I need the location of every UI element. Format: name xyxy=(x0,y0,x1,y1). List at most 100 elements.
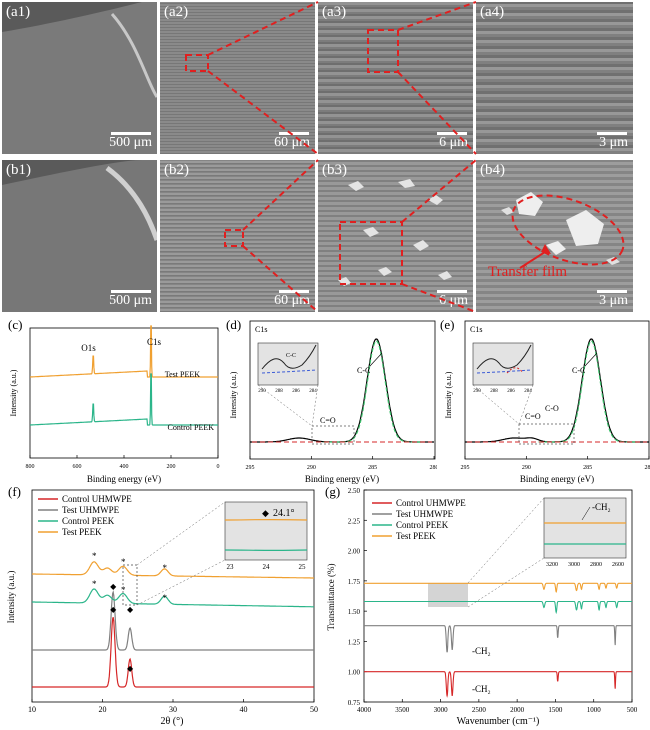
fit-peak-cc xyxy=(538,340,637,443)
chart-e: C1s Intensity (a.u.) Binding energy (eV)… xyxy=(444,320,650,484)
y-tick-label: 1.25 xyxy=(348,638,361,646)
peak-marker: * xyxy=(92,579,97,589)
legend-test-peek: Test PEEK xyxy=(165,370,200,379)
x-tick-label: 3500 xyxy=(395,706,410,714)
scale-text-b3: 6 μm xyxy=(439,293,468,308)
series-test-uhmwpe xyxy=(364,625,632,653)
panel-label-d: (d) xyxy=(226,317,242,332)
inset-tick-label: 2800 xyxy=(590,562,602,568)
legend-label: Control PEEK xyxy=(396,520,449,530)
scale-bar xyxy=(597,290,627,293)
inset-tick-label: 290 xyxy=(258,389,266,394)
svg-text:◆: ◆ xyxy=(262,508,269,518)
zoom-box xyxy=(518,423,575,445)
peak-marker: ◆ xyxy=(110,605,117,614)
x-axis-label: Binding energy (eV) xyxy=(87,474,161,484)
chart-f: Intensity (a.u.) 2θ (°) 10 20 30 40 50 Contr… xyxy=(6,489,318,727)
x-tick-label: 30 xyxy=(169,705,177,714)
x-tick-label: 800 xyxy=(26,464,35,470)
legend-label: Test UHMWPE xyxy=(396,509,454,519)
legend-label: Control PEEK xyxy=(62,516,115,526)
x-tick-label: 1000 xyxy=(587,706,602,714)
y-tick-label: 1.50 xyxy=(348,608,361,616)
plot-frame xyxy=(249,320,436,460)
x-tick-label: 285 xyxy=(583,465,592,471)
chart-c: Intensity (a.u.) Binding energy (eV) 800… xyxy=(9,325,220,484)
plot-frame xyxy=(363,489,633,703)
inset-annotation: -CH₂ xyxy=(592,502,611,512)
sem-image-a4: (a4) 3 μm xyxy=(476,2,633,154)
x-tick-label: 0 xyxy=(217,464,220,470)
inset-tick-label: 23 xyxy=(227,563,235,571)
inset-plot xyxy=(472,342,534,386)
inset-tick-label: 288 xyxy=(490,389,498,394)
scale-bar xyxy=(437,132,467,135)
transfer-film-annotation: Transfer film xyxy=(488,264,568,280)
x-tick-label: 600 xyxy=(73,464,82,470)
x-tick-label: 40 xyxy=(240,705,248,714)
series-test-peek xyxy=(32,561,314,579)
x-axis-label: Binding energy (eV) xyxy=(520,474,594,484)
plot-frame xyxy=(29,327,219,459)
y-tick-label: 2.00 xyxy=(348,548,361,556)
legend-label: Control UHMWPE xyxy=(62,494,132,504)
inset-tick-label: 286 xyxy=(507,389,515,394)
x-tick-label: 200 xyxy=(167,464,176,470)
scale-text-b4: 3 μm xyxy=(599,293,628,308)
peak-label-o1s: O1s xyxy=(81,343,96,353)
peak-label-c1s: C1s xyxy=(147,337,162,347)
y-tick-label: 1.75 xyxy=(348,578,361,586)
series-test-peek xyxy=(364,582,632,594)
transfer-film-flakes xyxy=(501,192,620,265)
inset-tick-label: 290 xyxy=(473,389,481,394)
scale-text-b2: 60 μm xyxy=(274,293,310,308)
legend-label: Test UHMWPE xyxy=(62,505,120,515)
x-tick-label: 295 xyxy=(246,465,255,471)
sem-label-a4: (a4) xyxy=(480,4,505,20)
panel-label-f: (f) xyxy=(8,484,21,499)
peak-marker: * xyxy=(163,563,168,573)
x-tick-label: 290 xyxy=(307,465,316,471)
y-axis-label: Intensity (a.u.) xyxy=(229,371,238,418)
sem-label-a3: (a3) xyxy=(322,4,347,20)
sem-label-b1: (b1) xyxy=(6,162,31,178)
peak-marker: * xyxy=(121,585,126,595)
series-test-peek xyxy=(30,325,218,378)
panel-label-c: (c) xyxy=(8,317,23,332)
peak-label-cc: C-C xyxy=(357,366,370,375)
inset-annotation: 24.1° xyxy=(273,508,295,519)
series-control-peek xyxy=(30,373,218,426)
x-tick-label: 400 xyxy=(120,464,129,470)
inset-tick-label: 24 xyxy=(263,563,271,571)
series-control-peek xyxy=(364,600,632,615)
y-axis-label: Intensity (a.u.) xyxy=(444,371,453,418)
inset-tick-label: 284 xyxy=(309,389,317,394)
peak-marker: * xyxy=(92,551,97,561)
x-tick-label: 295 xyxy=(461,465,470,471)
x-tick-label: 20 xyxy=(99,705,107,714)
inset-plot xyxy=(257,342,319,386)
scale-bar xyxy=(597,132,627,135)
y-tick-label: 1.00 xyxy=(348,669,361,677)
y-tick-label: 2.25 xyxy=(348,517,361,525)
zoom-box xyxy=(122,564,138,606)
scale-text-b1: 500 μm xyxy=(109,293,152,308)
inset-tick-label: 25 xyxy=(299,563,307,571)
legend-label: Test PEEK xyxy=(396,531,436,541)
panel-label-g: (g) xyxy=(325,484,341,499)
sem-label-b4: (b4) xyxy=(480,162,505,178)
scale-text-a1: 500 μm xyxy=(109,135,152,150)
y-tick-label: 2.50 xyxy=(348,487,361,495)
sem-image-a2: (a2) 60 μm xyxy=(160,2,315,154)
x-tick-label: 290 xyxy=(522,465,531,471)
scale-text-a2: 60 μm xyxy=(274,135,310,150)
y-axis-label: Intensity (a.u.) xyxy=(9,369,18,416)
chart-d: C1s Intensity (a.u.) Binding energy (eV)… xyxy=(229,320,437,484)
scale-bar xyxy=(279,132,309,135)
chart-title: C1s xyxy=(255,325,267,334)
zoom-box xyxy=(311,425,355,445)
y-axis-label: Transmittance (%) xyxy=(326,564,336,631)
panel-label-e: (e) xyxy=(440,317,455,332)
x-tick-label: 10 xyxy=(28,705,36,714)
annotation-ch2-control: -CH₂ xyxy=(472,684,491,694)
